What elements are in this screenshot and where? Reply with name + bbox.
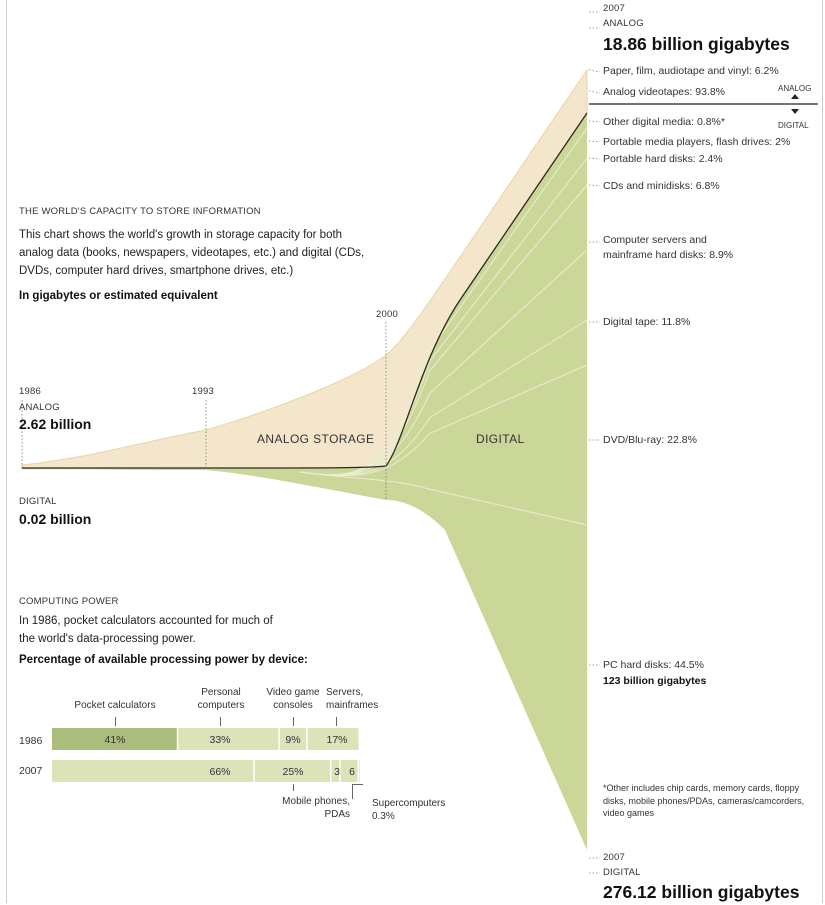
storage-unit: In gigabytes or estimated equivalent [19,290,218,302]
divider-analog-label: ANALOG [778,84,812,93]
arrow-up-icon [791,94,799,99]
segment-pc-hard-disks: PC hard disks: 44.5% [603,659,704,671]
computing-subtitle: Percentage of available processing power… [19,654,308,666]
tick-mobile [293,784,294,791]
digital-area [22,113,587,850]
leader-line-3 [588,90,601,94]
leader-line-6 [588,157,601,160]
digital-seam-6 [299,471,588,526]
segment-paper: Paper, film, audiotape and vinyl: 6.2% [603,65,779,77]
segment-servers-line2: mainframe hard disks: 8.9% [603,249,734,261]
end-analog-total: 18.86 billion gigabytes [603,34,790,54]
row-1986-year: 1986 [19,735,43,747]
tick-video [293,717,294,726]
segment-dvd: DVD/Blu-ray: 22.8% [603,434,697,446]
header-pocket-calculators: Pocket calculators [74,700,156,711]
year-1986-label: 1986 [19,386,41,397]
leader-line-4 [588,120,601,123]
segment-portable-players: Portable media players, flash drives: 2% [603,136,791,148]
storage-description: This chart shows the world's growth in s… [19,229,365,277]
segment-analog-videotapes: Analog videotapes: 93.8% [603,86,726,98]
footnote: *Other includes chip cards, memory cards… [603,783,805,818]
mobile-phones-label: Mobile phones, PDAs [282,796,350,820]
analog-digital-divider [589,94,818,114]
end-top-year: 2007 [603,3,625,14]
year-guide-lines [21,322,387,500]
start-analog-word: ANALOG [19,402,60,413]
end-bottom-year: 2007 [603,852,625,863]
tick-servers [336,717,337,726]
start-digital-word: DIGITAL [19,496,57,507]
leader-line-7 [588,184,601,187]
chart-frame [6,0,823,903]
divider-digital-label: DIGITAL [778,121,809,130]
tick-personal [220,717,221,726]
start-analog-value: 2.62 billion [19,416,92,432]
start-digital-value: 0.02 billion [19,511,92,527]
digital-region-label: DIGITAL [476,432,525,446]
header-servers-mainframes: Servers, mainframes [326,687,379,711]
computing-title: COMPUTING POWER [19,596,119,607]
storage-title: THE WORLD'S CAPACITY TO STORE INFORMATIO… [19,206,261,217]
segment-cds: CDs and minidisks: 6.8% [603,180,720,192]
row-2007-year: 2007 [19,765,43,777]
segment-other-digital: Other digital media: 0.8%* [603,116,725,128]
supercomputers-leader [352,784,363,799]
supercomputers-label: Supercomputers 0.3% [372,798,446,822]
year-2000-label: 2000 [376,309,398,320]
pc-hard-disks-value: 123 billion gigabytes [603,675,707,687]
year-1993-label: 1993 [192,386,214,397]
digital-segment-lines [299,127,588,526]
segment-leader-lines [588,11,601,874]
header-personal-computers: Personal computers [197,687,245,711]
analog-storage-label: ANALOG STORAGE [257,432,375,446]
arrow-down-icon [791,109,799,114]
segment-digital-tape: Digital tape: 11.8% [603,316,691,328]
segment-portable-disks: Portable hard disks: 2.4% [603,153,723,165]
leader-line-2 [588,69,601,73]
computing-description: In 1986, pocket calculators accounted fo… [19,615,273,645]
header-video-game-consoles: Video game consoles [266,687,320,711]
end-digital-total: 276.12 billion gigabytes [603,882,800,902]
end-bottom-word: DIGITAL [603,867,641,878]
end-top-word: ANALOG [603,18,644,29]
tick-pocket [115,717,116,726]
segment-servers-line1: Computer servers and [603,234,707,246]
leader-line-5 [588,140,601,143]
